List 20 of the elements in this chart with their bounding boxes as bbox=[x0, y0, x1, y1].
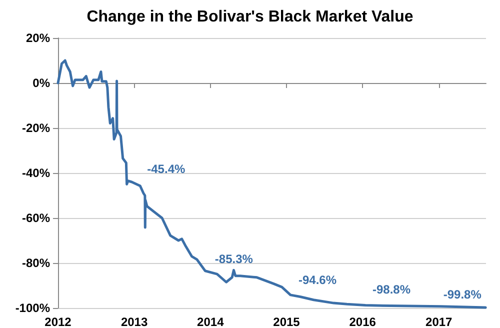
y-tick-label: -40% bbox=[22, 166, 50, 180]
y-tick-label: -60% bbox=[22, 211, 50, 225]
chart-title: Change in the Bolivar's Black Market Value bbox=[86, 8, 414, 26]
line-series bbox=[56, 59, 487, 309]
y-tick-label: -20% bbox=[22, 121, 50, 135]
x-tick-label: 2017 bbox=[426, 315, 453, 328]
x-tick-label: 2012 bbox=[44, 315, 72, 328]
annotation: -94.6% bbox=[298, 272, 337, 287]
y-tick-label: 0% bbox=[32, 76, 50, 90]
y-tick-label: -100% bbox=[15, 301, 50, 315]
y-tick-label: 20% bbox=[26, 31, 50, 45]
annotation: -99.8% bbox=[443, 288, 482, 302]
x-tick-label: 2014 bbox=[197, 315, 224, 328]
x-tick-label: 2013 bbox=[120, 315, 148, 328]
annotation: -85.3% bbox=[214, 252, 254, 266]
x-tick-label: 2015 bbox=[273, 315, 300, 328]
annotation: -45.4% bbox=[147, 162, 186, 176]
x-tick-label: 2016 bbox=[349, 315, 376, 328]
annotation: -98.8% bbox=[372, 282, 411, 296]
y-tick-label: -80% bbox=[22, 256, 50, 270]
